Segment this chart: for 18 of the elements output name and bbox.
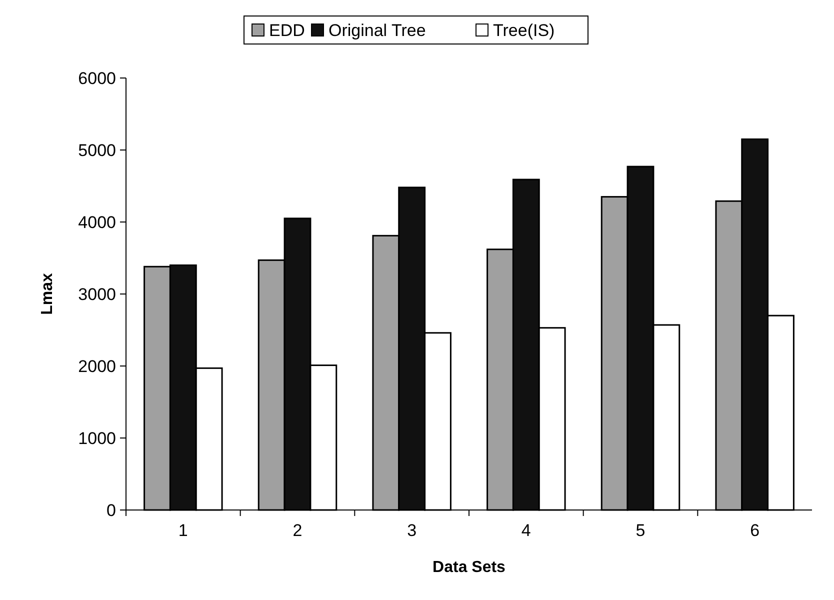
y-tick-label: 2000 bbox=[78, 356, 116, 376]
y-tick-label: 5000 bbox=[78, 140, 116, 160]
x-tick-label: 6 bbox=[750, 521, 760, 540]
x-tick-label: 4 bbox=[521, 521, 531, 540]
x-tick-label: 3 bbox=[407, 521, 417, 540]
legend-label: EDD bbox=[269, 20, 305, 40]
x-tick-label: 5 bbox=[636, 521, 646, 540]
legend-label: Original Tree bbox=[328, 20, 426, 40]
y-tick-label: 1000 bbox=[78, 428, 116, 448]
y-tick-label: 3000 bbox=[78, 284, 116, 304]
y-axis-title: Lmax bbox=[39, 273, 56, 315]
y-tick-label: 4000 bbox=[78, 212, 116, 232]
legend-label: Tree(IS) bbox=[493, 20, 555, 40]
x-axis-title: Data Sets bbox=[432, 559, 506, 576]
x-tick-label: 1 bbox=[178, 521, 188, 540]
y-tick-label: 6000 bbox=[78, 68, 116, 88]
x-tick-label: 2 bbox=[292, 521, 302, 540]
y-tick-label: 0 bbox=[106, 500, 116, 520]
